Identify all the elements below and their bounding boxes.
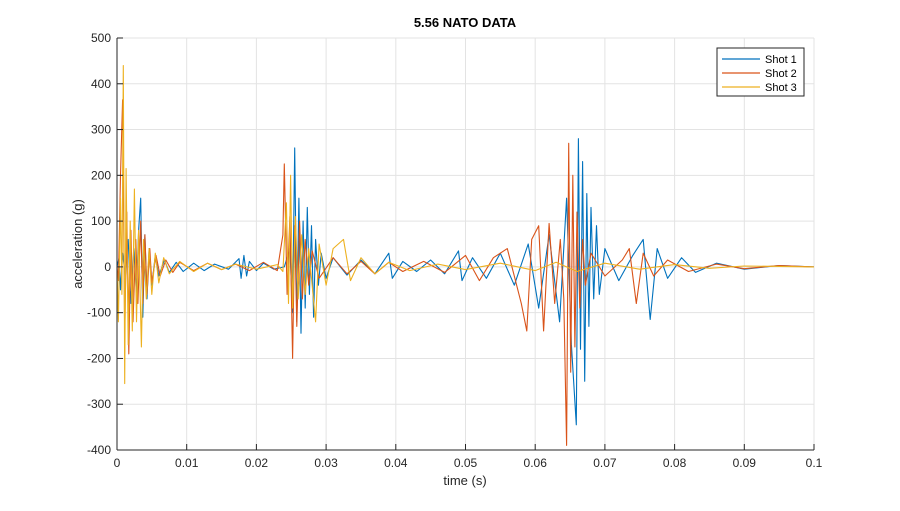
y-tick-label: -100 [87, 306, 111, 320]
legend: Shot 1 Shot 2 Shot 3 [716, 47, 805, 97]
y-tick-label: 0 [104, 260, 111, 274]
y-tick-label: 500 [91, 31, 111, 45]
series-lines [116, 64, 815, 446]
x-axis-label: time (s) [443, 473, 486, 488]
y-axis-label: acceleration (g) [70, 199, 85, 289]
x-tick-label: 0.07 [593, 456, 617, 470]
y-tick-label: 200 [91, 168, 111, 182]
x-tick-label: 0.03 [314, 456, 338, 470]
x-tick-label: 0.1 [806, 456, 823, 470]
axes: 0 0.01 0.02 0.03 0.04 0.05 0.06 0.07 0.08 0.09 0.1… [87, 31, 823, 470]
x-tick-label: 0.06 [524, 456, 548, 470]
y-tick-label: 100 [91, 214, 111, 228]
y-tick-label: 300 [91, 123, 111, 137]
x-tick-label: 0.04 [384, 456, 408, 470]
legend-label-shot-1: Shot 1 [765, 54, 797, 66]
x-tick-label: 0 [114, 456, 121, 470]
y-tick-label: 400 [91, 77, 111, 91]
series-line-shot-3 [116, 64, 815, 385]
y-tick-label: -400 [87, 443, 111, 457]
x-tick-label: 0.01 [175, 456, 199, 470]
x-tick-label: 0.05 [454, 456, 478, 470]
legend-label-shot-3: Shot 3 [765, 82, 797, 94]
x-tick-label: 0.09 [733, 456, 757, 470]
x-tick-label: 0.08 [663, 456, 687, 470]
y-tick-label: -300 [87, 397, 111, 411]
y-tick-label: -200 [87, 351, 111, 365]
legend-box [716, 47, 805, 97]
legend-label-shot-2: Shot 2 [765, 68, 797, 80]
chart-title: 5.56 NATO DATA [414, 15, 517, 30]
x-tick-label: 0.02 [245, 456, 269, 470]
